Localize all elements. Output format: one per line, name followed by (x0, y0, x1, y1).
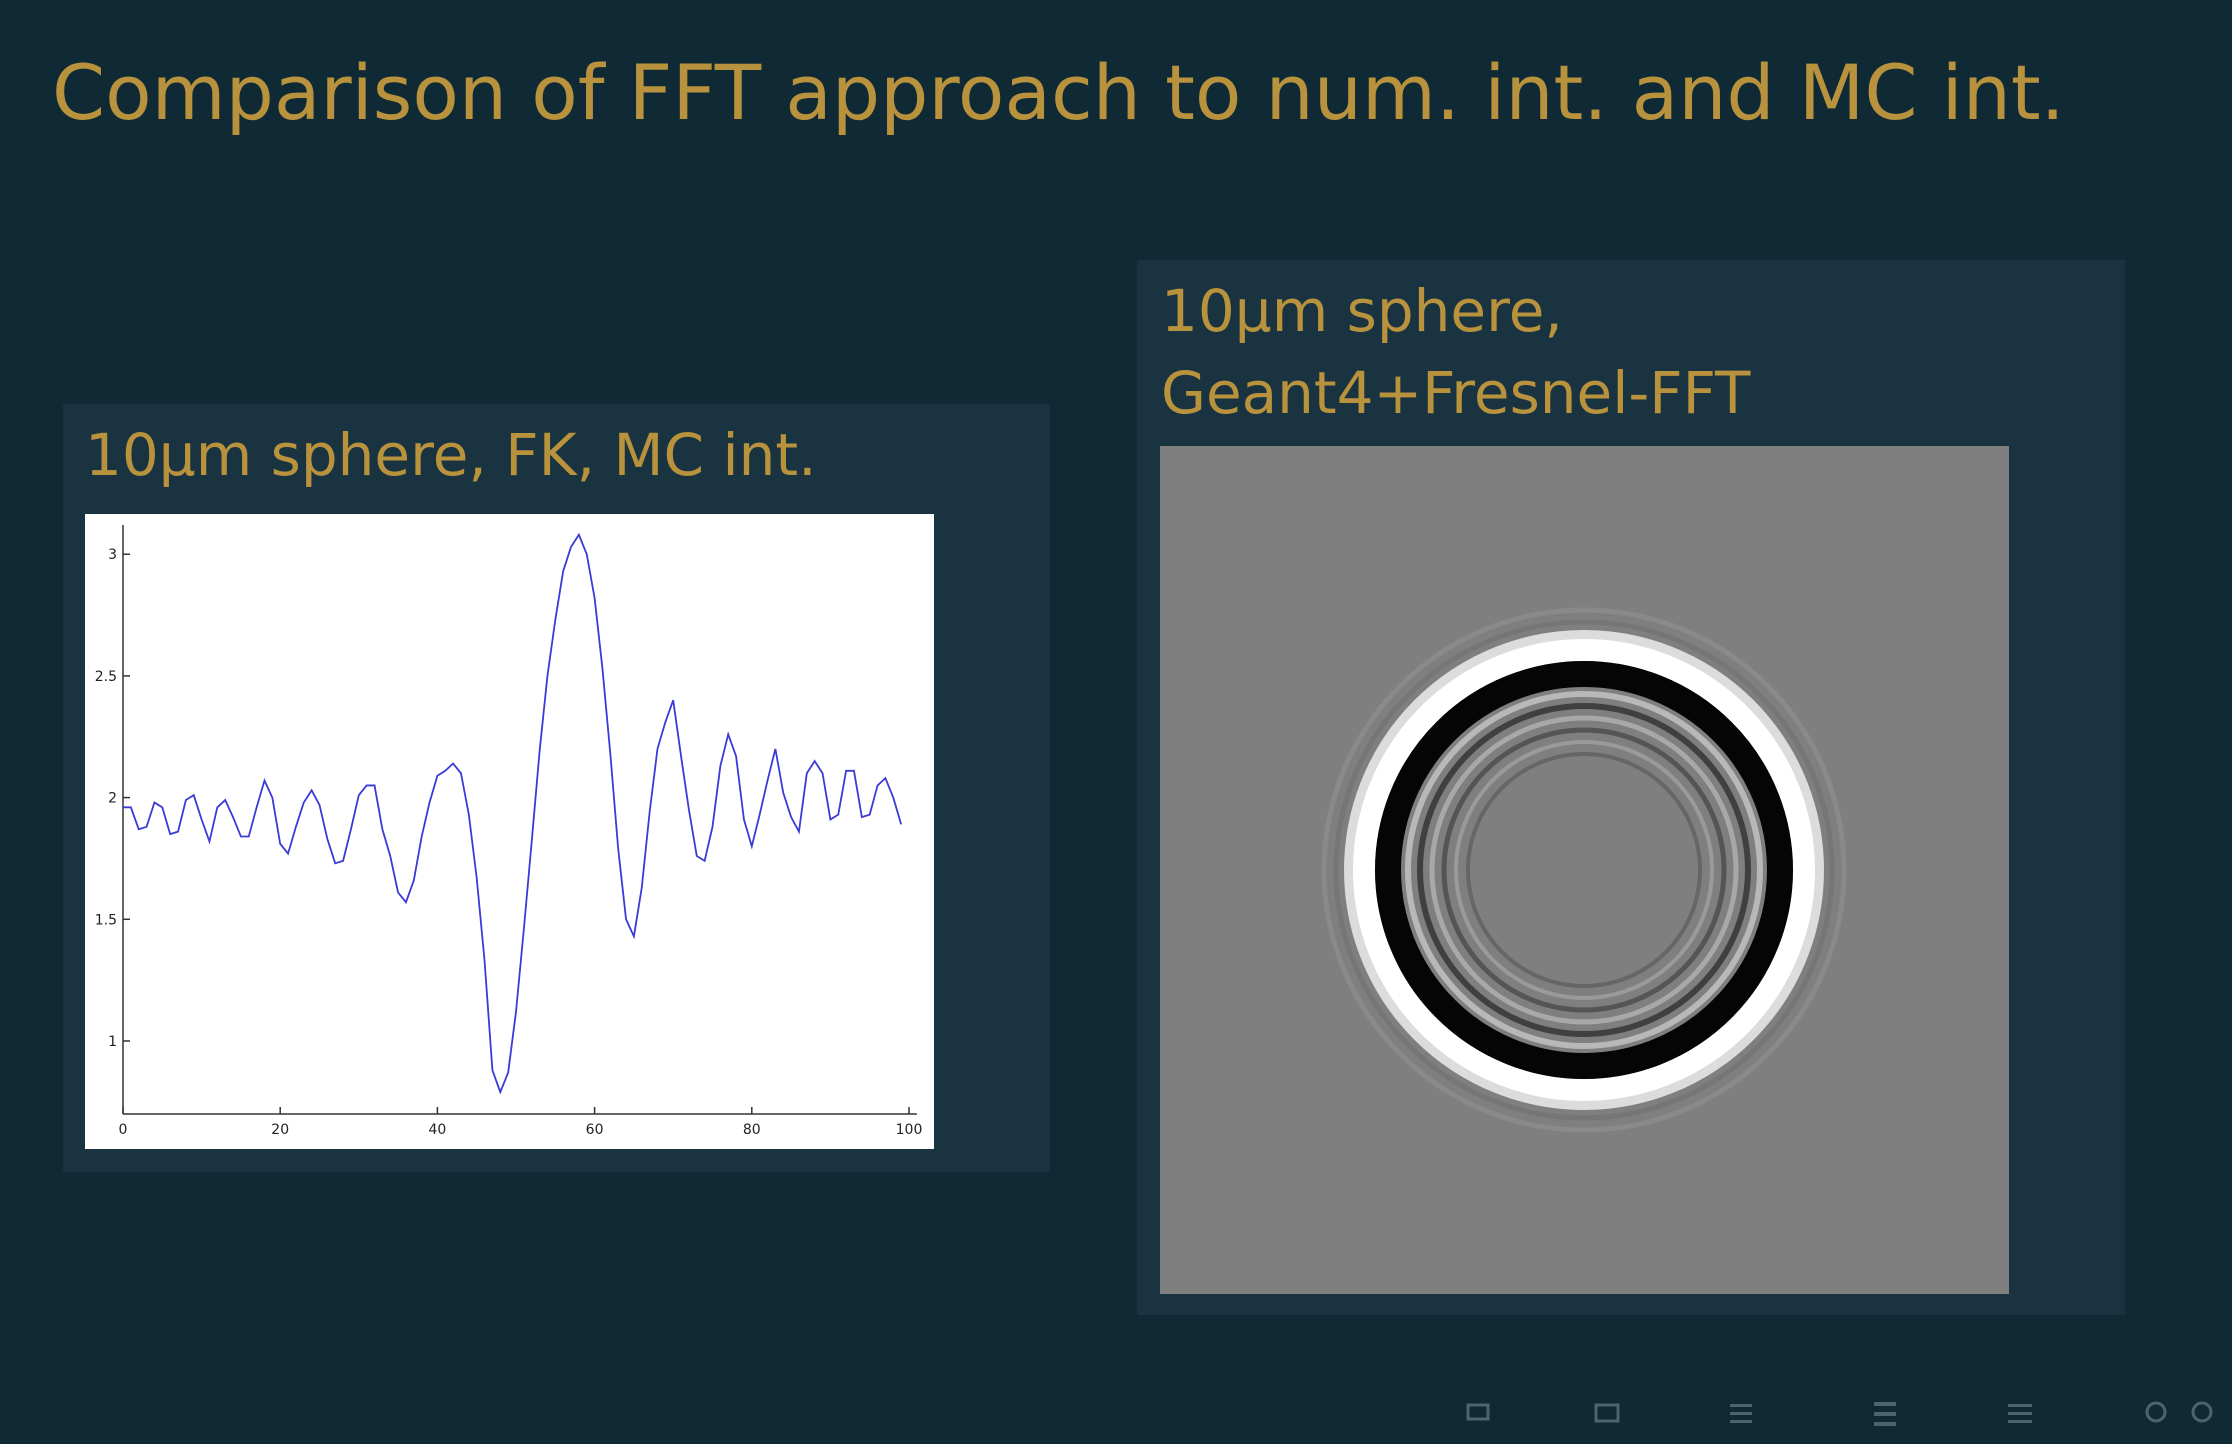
fringe (1429, 715, 1739, 1025)
diffraction-image (1160, 446, 2009, 1294)
nav-icon (1730, 1404, 1752, 1407)
x-tick-label: 40 (428, 1122, 446, 1138)
block-title: 10μm sphere, FK, MC int. (85, 421, 817, 489)
data-line (123, 532, 903, 1095)
fringe (1321, 607, 1847, 1133)
nav-icon (2008, 1404, 2032, 1407)
fringe (1333, 619, 1835, 1121)
x-tick-label: 80 (743, 1122, 761, 1138)
y-tick-label: 2.5 (95, 669, 117, 685)
nav-icon (1730, 1412, 1752, 1415)
fringe (1466, 752, 1702, 988)
nav-icon (1874, 1402, 1896, 1406)
nav-icon (2008, 1412, 2032, 1415)
nav-icon (1594, 1403, 1620, 1423)
fringe (1454, 740, 1714, 1000)
x-tick-label: 20 (271, 1122, 289, 1138)
nav-icon (1466, 1403, 1490, 1421)
x-tick-label: 100 (896, 1122, 923, 1138)
plot-background (85, 514, 934, 1149)
x-tick-label: 60 (586, 1122, 604, 1138)
nav-icon (1874, 1412, 1896, 1416)
fringe (1441, 727, 1727, 1013)
nav-icon (2145, 1401, 2167, 1423)
block-title: Geant4+Fresnel-FFT (1161, 359, 1751, 427)
image-background (1160, 446, 2009, 1294)
block-title: 10μm sphere, (1161, 277, 1563, 345)
x-tick-label: 0 (119, 1122, 128, 1138)
fringe (1417, 703, 1751, 1037)
nav-icon (2008, 1420, 2032, 1423)
y-tick-label: 3 (108, 547, 117, 563)
y-tick-label: 1.5 (95, 912, 117, 928)
dark-ring (1375, 661, 1793, 1079)
nav-icon (2191, 1401, 2213, 1423)
y-tick-label: 1 (108, 1034, 117, 1050)
nav-icon (1874, 1422, 1896, 1426)
nav-icon (1730, 1420, 1752, 1423)
fringe (1344, 630, 1824, 1110)
y-tick-label: 2 (108, 791, 117, 807)
fringe (1405, 691, 1763, 1049)
navigation-symbols (1466, 1401, 2213, 1426)
bright-ring (1353, 639, 1815, 1101)
slide-title: Comparison of FFT approach to num. int. … (52, 48, 2065, 137)
